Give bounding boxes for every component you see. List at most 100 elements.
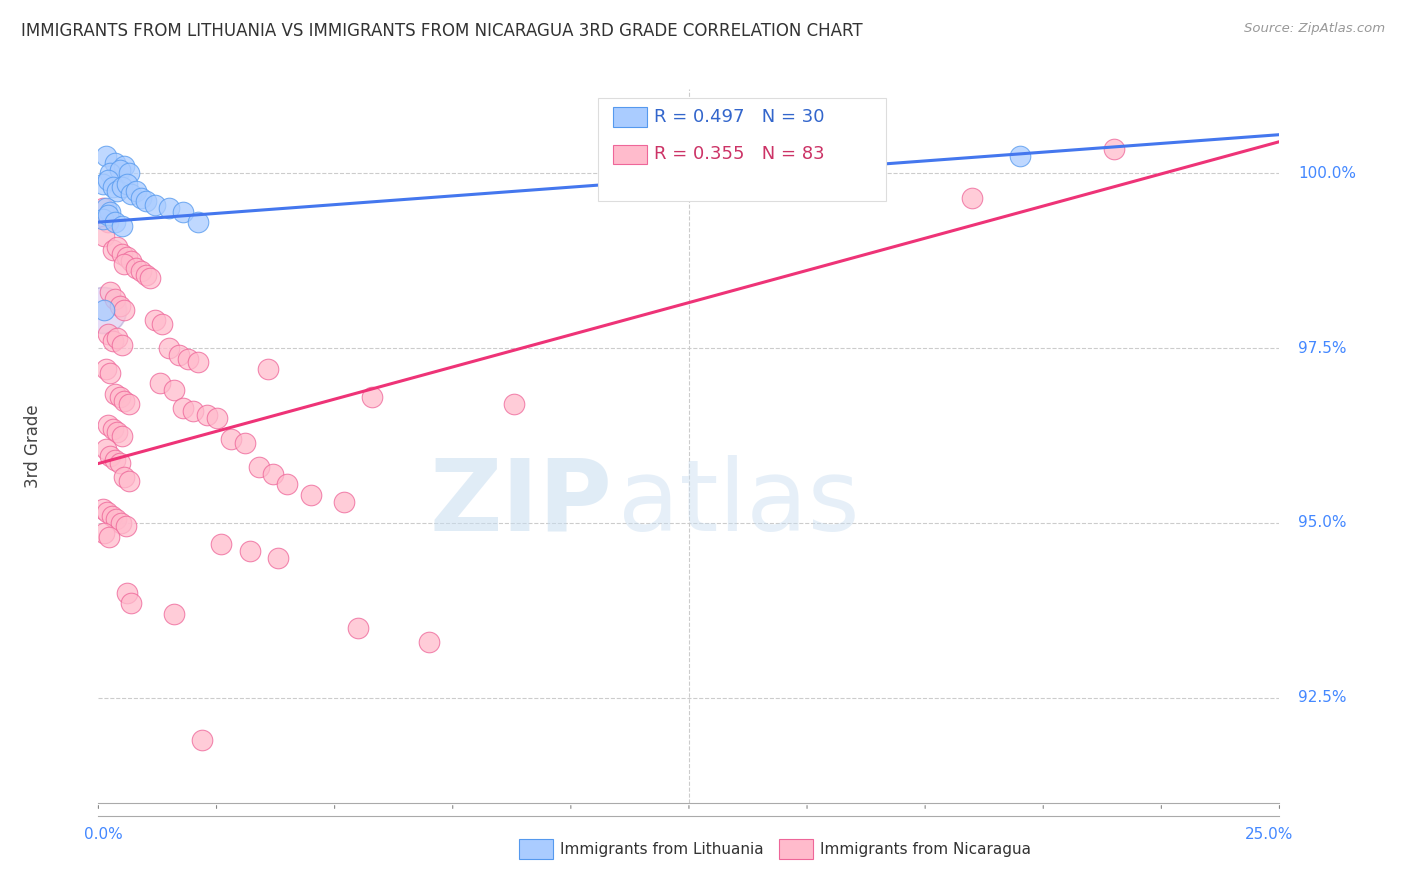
Text: ZIP: ZIP <box>429 455 612 551</box>
Point <box>111 219 134 233</box>
Point <box>101 243 124 257</box>
Point <box>333 495 356 509</box>
Point <box>139 271 162 285</box>
Point <box>129 191 152 205</box>
Point <box>98 166 121 180</box>
Point <box>163 383 186 397</box>
Point <box>101 421 124 435</box>
Text: Immigrants from Lithuania: Immigrants from Lithuania <box>560 842 763 856</box>
Point <box>96 506 118 520</box>
Text: atlas: atlas <box>619 455 859 551</box>
Point <box>93 302 115 317</box>
Point <box>104 155 127 169</box>
Point <box>195 408 218 422</box>
Point <box>121 187 143 202</box>
Point <box>98 450 121 464</box>
Point <box>105 184 128 198</box>
Point <box>219 432 242 446</box>
Text: R = 0.355   N = 83: R = 0.355 N = 83 <box>654 145 824 163</box>
Point <box>111 246 134 260</box>
Point <box>118 397 141 411</box>
Point <box>187 355 209 369</box>
Point <box>157 201 180 215</box>
Point <box>105 512 128 526</box>
Point <box>167 348 190 362</box>
Text: 3rd Grade: 3rd Grade <box>24 404 42 488</box>
Point <box>135 268 157 282</box>
Point <box>157 341 180 355</box>
Text: Source: ZipAtlas.com: Source: ZipAtlas.com <box>1244 22 1385 36</box>
Point <box>347 621 370 635</box>
Point <box>247 460 270 475</box>
Point <box>112 159 135 173</box>
Point <box>962 191 984 205</box>
Point <box>105 239 128 253</box>
Point <box>267 550 290 565</box>
Point <box>115 250 138 264</box>
Point <box>94 442 117 457</box>
Point <box>91 502 114 516</box>
Point <box>94 201 117 215</box>
Point <box>93 229 115 244</box>
Point <box>114 519 136 533</box>
Point <box>108 162 131 177</box>
Point <box>503 397 526 411</box>
Point <box>233 435 256 450</box>
Point <box>91 211 114 226</box>
Point <box>118 474 141 488</box>
Text: 100.0%: 100.0% <box>1298 166 1357 181</box>
Point <box>104 386 127 401</box>
Point <box>276 477 298 491</box>
Point <box>125 260 148 275</box>
Point <box>93 526 115 541</box>
Text: R = 0.497   N = 30: R = 0.497 N = 30 <box>654 108 824 126</box>
Point <box>97 208 120 222</box>
Point <box>125 184 148 198</box>
Point <box>91 177 114 191</box>
Point <box>209 537 232 551</box>
Point <box>121 253 143 268</box>
Point <box>844 155 866 169</box>
Text: 97.5%: 97.5% <box>1298 341 1347 356</box>
Point <box>121 596 143 610</box>
Point <box>172 204 194 219</box>
Point <box>105 425 128 439</box>
Point <box>361 390 384 404</box>
Text: 95.0%: 95.0% <box>1298 516 1347 531</box>
Point <box>98 285 121 299</box>
Text: Immigrants from Nicaragua: Immigrants from Nicaragua <box>820 842 1031 856</box>
Point <box>91 302 114 317</box>
Point <box>94 362 117 376</box>
Point <box>105 330 128 344</box>
Point <box>187 215 209 229</box>
Point <box>143 313 166 327</box>
Point <box>239 544 262 558</box>
Text: 0.0%: 0.0% <box>84 827 122 842</box>
Point <box>143 197 166 211</box>
Point <box>94 149 117 163</box>
Point <box>299 488 322 502</box>
Point <box>112 257 135 271</box>
Point <box>101 334 124 348</box>
Point <box>97 215 120 229</box>
Point <box>115 586 138 600</box>
Point <box>1008 149 1031 163</box>
Point <box>135 194 157 208</box>
Text: 25.0%: 25.0% <box>1246 827 1294 842</box>
Point <box>112 302 135 317</box>
Point <box>108 457 131 471</box>
Point <box>177 351 200 366</box>
Point <box>112 393 135 408</box>
Point <box>678 159 700 173</box>
Point <box>111 428 134 442</box>
Point <box>108 299 131 313</box>
Point <box>150 317 173 331</box>
Point <box>98 204 121 219</box>
Point <box>100 508 122 523</box>
Point <box>104 292 127 306</box>
Point <box>108 390 131 404</box>
Point <box>257 362 280 376</box>
Point <box>205 411 228 425</box>
Point <box>163 607 186 621</box>
Point <box>91 201 114 215</box>
